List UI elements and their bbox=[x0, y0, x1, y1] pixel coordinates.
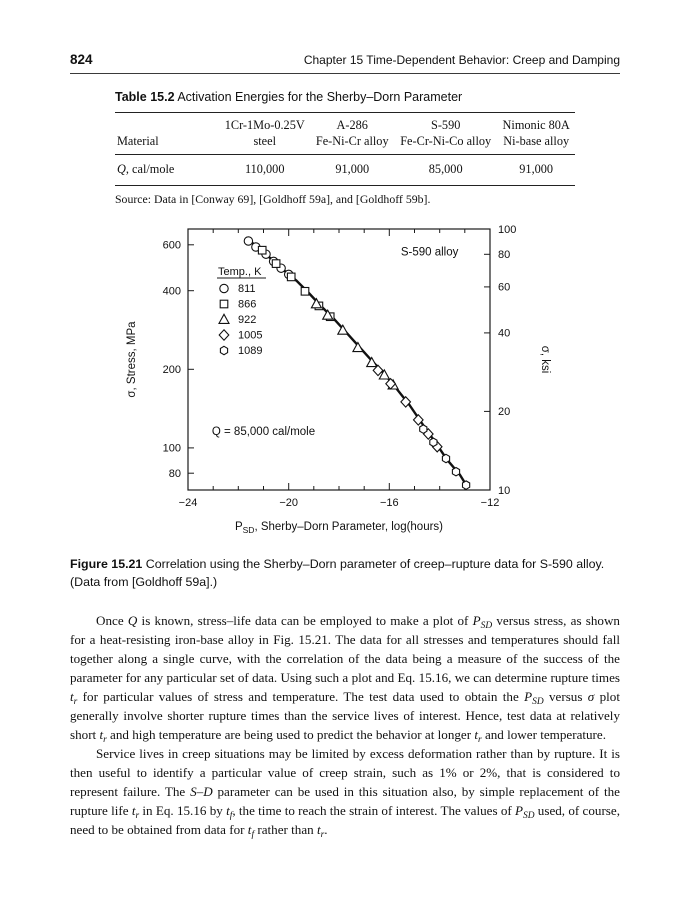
x-tick-label: −12 bbox=[481, 497, 500, 509]
y-axis-title-right: σ, ksi bbox=[539, 346, 551, 374]
legend-title: Temp., K bbox=[218, 266, 262, 278]
data-point bbox=[461, 480, 471, 490]
column-header-3: S-590 Fe-Cr-Ni-Co alloy bbox=[394, 112, 498, 155]
data-point bbox=[286, 272, 296, 282]
column-header-2: A-286 Fe-Ni-Cr alloy bbox=[310, 112, 395, 155]
data-point bbox=[310, 297, 323, 309]
y-tick-label-ksi: 10 bbox=[498, 485, 510, 497]
table-cell: 91,000 bbox=[335, 161, 370, 176]
column-header-line: S-590 bbox=[431, 118, 461, 132]
legend-label: 1005 bbox=[238, 329, 262, 341]
chapter-title: Chapter 15 Time-Dependent Behavior: Cree… bbox=[303, 53, 620, 67]
chart-legend: Temp., K 811 866 922 1005 1089 bbox=[217, 266, 266, 357]
figure-caption-text: Correlation using the Sherby–Dorn parame… bbox=[70, 556, 605, 589]
activation-energy-table: Material 1Cr-1Mo-0.25V steel A-286 Fe-Ni-C… bbox=[115, 112, 575, 186]
data-point bbox=[218, 313, 230, 324]
data-point bbox=[218, 328, 230, 341]
column-header-line: Fe-Ni-Cr alloy bbox=[315, 133, 389, 148]
paragraph-1: Once Q is known, stress–life data can be… bbox=[70, 612, 620, 746]
y-tick-label-ksi: 20 bbox=[498, 406, 510, 418]
table-label: Table 15.2 bbox=[115, 90, 175, 104]
x-axis-title: PSD, Sherby–Dorn Parameter, log(hours) bbox=[235, 521, 443, 535]
column-header-line: steel bbox=[253, 133, 276, 148]
x-tick-label: −16 bbox=[380, 497, 399, 509]
body-text: Once Q is known, stress–life data can be… bbox=[70, 612, 620, 840]
y-tick-label-mpa: 80 bbox=[169, 468, 181, 480]
table-header-row: Material 1Cr-1Mo-0.25V steel A-286 Fe-Ni-C… bbox=[115, 112, 575, 155]
table-title-text: Activation Energies for the Sherby–Dorn … bbox=[177, 90, 463, 104]
table-source: Source: Data in [Conway 69], [Goldhoff 5… bbox=[115, 191, 431, 206]
y-tick-label-ksi: 40 bbox=[498, 328, 510, 340]
paragraph-2: Service lives in creep situations may be… bbox=[70, 745, 620, 841]
row-label-q: Q, cal/mole bbox=[117, 161, 175, 176]
data-point bbox=[243, 236, 254, 246]
data-point bbox=[219, 299, 229, 309]
data-point bbox=[412, 413, 424, 426]
column-header-line: Ni-base alloy bbox=[503, 133, 570, 148]
y-tick-label-mpa: 600 bbox=[163, 240, 181, 252]
table-cell: 110,000 bbox=[244, 161, 285, 176]
figure-label: Figure 15.21 bbox=[70, 556, 143, 571]
legend-label: 922 bbox=[238, 314, 256, 326]
table-row: Q, cal/mole 110,000 91,000 85,000 91,000 bbox=[115, 154, 575, 185]
data-point bbox=[385, 377, 397, 390]
figure-caption: Figure 15.21 Correlation using the Sherb… bbox=[70, 556, 620, 592]
page-number: 824 bbox=[70, 52, 93, 67]
table-title: Table 15.2 Activation Energies for the S… bbox=[115, 90, 620, 104]
header-rule bbox=[70, 73, 620, 74]
data-point bbox=[271, 259, 281, 268]
data-point bbox=[321, 308, 334, 320]
column-header-4: Nimonic 80A Ni-base alloy bbox=[497, 112, 575, 155]
figure-chart-block: −24 −20 −16 −12 80 100 200 400 600 10 20 40 60 80 100 T… bbox=[105, 215, 620, 546]
data-point bbox=[441, 453, 451, 464]
y-tick-label-mpa: 100 bbox=[163, 443, 181, 455]
column-header-line: A-286 bbox=[336, 118, 368, 132]
x-tick-label: −24 bbox=[179, 497, 198, 509]
column-header-1: 1Cr-1Mo-0.25V steel bbox=[219, 112, 311, 155]
data-point bbox=[400, 395, 412, 408]
legend-label: 866 bbox=[238, 298, 256, 310]
data-point bbox=[300, 286, 310, 296]
y-tick-label-mpa: 400 bbox=[163, 285, 181, 297]
y-tick-label-ksi: 60 bbox=[498, 282, 510, 294]
chart-annotation: Q = 85,000 cal/mole bbox=[212, 426, 315, 438]
legend-label: 1089 bbox=[238, 345, 262, 357]
data-point bbox=[257, 245, 267, 255]
y-tick-label-mpa: 200 bbox=[163, 364, 181, 376]
data-point bbox=[378, 368, 391, 380]
column-header-line: Nimonic 80A bbox=[502, 118, 570, 132]
column-header-material: Material bbox=[115, 112, 219, 155]
y-tick-label-ksi: 100 bbox=[498, 224, 516, 236]
y-axis-right-ticks bbox=[484, 228, 490, 491]
chart-annotation: S-590 alloy bbox=[401, 247, 459, 259]
data-point bbox=[372, 364, 384, 377]
data-point bbox=[336, 323, 349, 335]
table-cell: 91,000 bbox=[519, 161, 554, 176]
column-header-line: Fe-Cr-Ni-Co alloy bbox=[400, 133, 492, 148]
data-point bbox=[429, 437, 438, 448]
data-point bbox=[351, 341, 364, 353]
table-cell: 85,000 bbox=[428, 161, 463, 176]
data-point bbox=[419, 424, 428, 434]
sherby-dorn-chart: −24 −20 −16 −12 80 100 200 400 600 10 20 40 60 80 100 T… bbox=[126, 224, 551, 535]
y-axis-left-ticks bbox=[188, 244, 194, 474]
data-point bbox=[219, 283, 229, 294]
column-header-line: 1Cr-1Mo-0.25V bbox=[224, 118, 305, 132]
y-axis-title-left: σ, Stress, MPa bbox=[126, 321, 138, 398]
legend-label: 811 bbox=[238, 283, 256, 295]
data-point bbox=[365, 356, 378, 368]
x-tick-label: −20 bbox=[279, 497, 298, 509]
page-header: 824 Chapter 15 Time-Dependent Behavior: … bbox=[70, 52, 620, 67]
data-point bbox=[219, 345, 229, 356]
data-point bbox=[451, 466, 461, 477]
y-tick-label-ksi: 80 bbox=[498, 249, 510, 261]
